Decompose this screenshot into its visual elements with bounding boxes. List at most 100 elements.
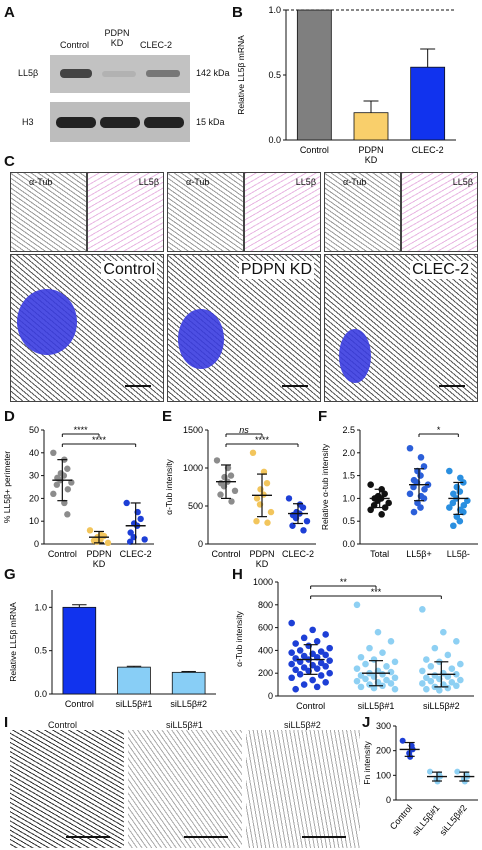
data-point — [64, 486, 72, 493]
data-point — [300, 652, 308, 660]
y-axis-label: α-Tub intensity — [164, 458, 174, 514]
data-point — [249, 449, 257, 456]
microscopy-c: α-Tub LL5β Control α-Tub LL5β PDPN KD α-Tub LL5… — [10, 172, 478, 402]
fn-image-1 — [10, 730, 124, 848]
y-tick-label: 2.0 — [342, 448, 355, 458]
significance-label: **** — [92, 435, 107, 445]
inset-alpha-tub-3: α-Tub — [324, 172, 401, 252]
data-point — [449, 499, 457, 507]
data-point — [367, 481, 374, 489]
x-tick-label: CLEC-2 — [412, 145, 444, 155]
x-tick-label: Control — [211, 549, 240, 559]
mw-label-ll5b: 142 kDa — [196, 68, 230, 78]
data-point — [227, 472, 235, 479]
data-point — [292, 685, 299, 693]
data-point — [450, 522, 457, 530]
data-point — [460, 501, 468, 509]
merged-image-2: PDPN KD — [167, 254, 321, 402]
data-point — [288, 674, 295, 682]
data-point — [303, 518, 311, 525]
chart-e: 0 500 1000 1500 α-Tub intensity ns **** Control… — [164, 425, 316, 568]
data-point — [353, 677, 361, 685]
inset-label: LL5β — [295, 177, 316, 187]
y-axis-label: Fn intensity — [362, 741, 372, 785]
row-label-h3: H3 — [22, 117, 34, 127]
x-tick-label: Control — [48, 549, 77, 559]
data-point — [370, 684, 378, 692]
data-point — [417, 454, 425, 461]
data-point — [446, 467, 453, 475]
data-point — [421, 485, 428, 493]
data-point — [453, 637, 460, 645]
y-tick-label: 0.5 — [34, 646, 47, 656]
data-point — [260, 491, 267, 498]
data-point — [326, 644, 333, 652]
data-point — [253, 495, 261, 502]
data-point — [86, 527, 94, 534]
data-point — [406, 444, 414, 452]
data-point — [446, 504, 453, 511]
lane-label-pdpn-kd: PDPN KD — [104, 28, 130, 48]
y-axis-label: Relative α-tub intensity — [320, 443, 330, 530]
y-axis-label: Relative LL5β mRNA — [236, 35, 246, 115]
data-point — [417, 504, 424, 511]
data-point — [387, 637, 395, 645]
merged-image-3: CLEC-2 — [324, 254, 478, 402]
data-point — [419, 606, 426, 613]
data-point — [444, 651, 452, 659]
data-point — [296, 671, 304, 678]
inset-ll5b-2: LL5β — [244, 172, 321, 252]
x-tick-label: CLEC-2 — [120, 549, 152, 559]
chart-d: 0 10 20 30 40 50 % LL5β+ perimeter ******** Cont… — [2, 425, 154, 568]
condition-label: Control — [101, 261, 157, 279]
data-point — [231, 487, 239, 494]
scale-bar — [125, 385, 151, 387]
data-point — [326, 657, 333, 664]
data-point — [378, 511, 385, 518]
x-tick-label: siLL5β#2 — [438, 803, 469, 838]
significance-label: * — [437, 425, 441, 435]
condition-label: Control — [48, 720, 78, 730]
panel-label-h: H — [232, 566, 243, 583]
bar — [117, 666, 151, 695]
panel-label-a: A — [4, 4, 15, 21]
significance-label: *** — [371, 587, 382, 597]
data-point — [391, 658, 399, 666]
data-point — [366, 644, 373, 652]
x-tick-label: siLL5β#2 — [170, 699, 207, 709]
blot-h3 — [50, 102, 190, 142]
data-point — [264, 519, 271, 526]
bar — [353, 112, 389, 141]
y-tick-label: 1000 — [183, 463, 203, 473]
data-point — [391, 685, 399, 693]
x-tick-label: siLL5β#1 — [410, 803, 441, 838]
inset-label: α-Tub — [186, 177, 210, 187]
y-tick-label: 20 — [29, 493, 39, 503]
data-point — [387, 668, 395, 676]
scale-bar — [302, 836, 346, 838]
y-tick-label: 1.0 — [268, 5, 281, 15]
data-point — [353, 601, 361, 609]
y-tick-label: 2.5 — [342, 425, 355, 435]
x-tick-label: siLL5β#1 — [358, 701, 395, 711]
data-point — [431, 644, 439, 652]
inset-label: LL5β — [452, 177, 473, 187]
y-tick-label: 40 — [29, 448, 39, 458]
x-tick-label: Control — [300, 145, 329, 155]
data-point — [292, 666, 299, 674]
y-tick-label: 0.0 — [342, 539, 355, 549]
data-point — [420, 463, 428, 470]
data-point — [362, 675, 369, 683]
data-point — [53, 481, 61, 488]
x-tick-label: PDPN KD — [86, 549, 111, 568]
x-tick-label: LL5β+ — [406, 549, 431, 559]
x-tick-label: LL5β- — [447, 549, 470, 559]
data-point — [427, 663, 435, 670]
data-point — [300, 664, 308, 671]
data-point — [292, 640, 299, 647]
x-tick-label: siLL5β#1 — [116, 699, 153, 709]
data-point — [127, 529, 134, 536]
data-point — [374, 628, 382, 636]
significance-label: **** — [255, 435, 270, 445]
scale-bar — [282, 385, 308, 387]
